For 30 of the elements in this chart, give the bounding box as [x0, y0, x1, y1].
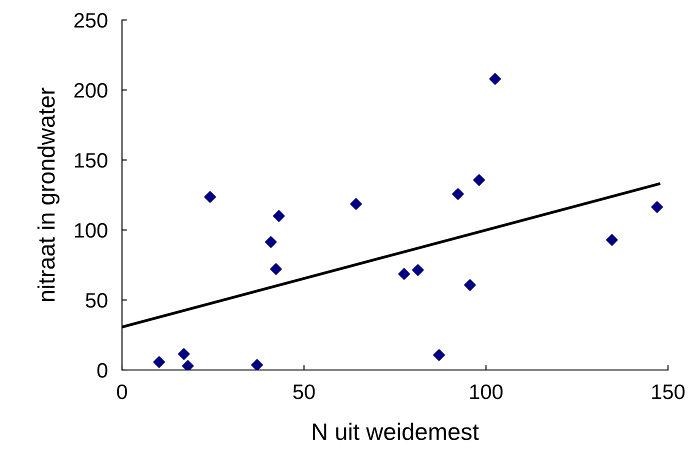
- point: [270, 263, 282, 275]
- x-axis-title: N uit weidemest: [312, 422, 479, 440]
- point: [251, 359, 263, 370]
- point: [606, 234, 618, 246]
- point: [398, 268, 410, 280]
- point: [153, 356, 166, 368]
- point: [264, 236, 277, 248]
- point: [452, 188, 464, 200]
- y-tick-label: 0: [97, 363, 108, 378]
- y-tick-label: 250: [74, 13, 108, 28]
- point: [204, 191, 216, 203]
- point: [464, 279, 476, 291]
- point: [433, 349, 445, 361]
- y-tick-label: 50: [86, 293, 108, 308]
- point: [182, 360, 194, 370]
- y-tick-label: 100: [74, 223, 108, 238]
- point: [473, 174, 485, 186]
- point: [651, 201, 663, 213]
- x-tick-label: 100: [470, 384, 503, 400]
- point: [412, 264, 424, 276]
- point: [489, 73, 501, 85]
- y-tick-label: 200: [74, 83, 108, 98]
- x-tick-label: 50: [293, 384, 315, 400]
- y-axis-title: nitraat in grondwater: [37, 88, 60, 302]
- x-tick-label: 0: [117, 384, 127, 400]
- point: [272, 210, 285, 222]
- y-tick-label: 150: [74, 153, 108, 168]
- point: [350, 198, 362, 210]
- x-tick-label: 150: [652, 384, 685, 400]
- point: [178, 348, 190, 360]
